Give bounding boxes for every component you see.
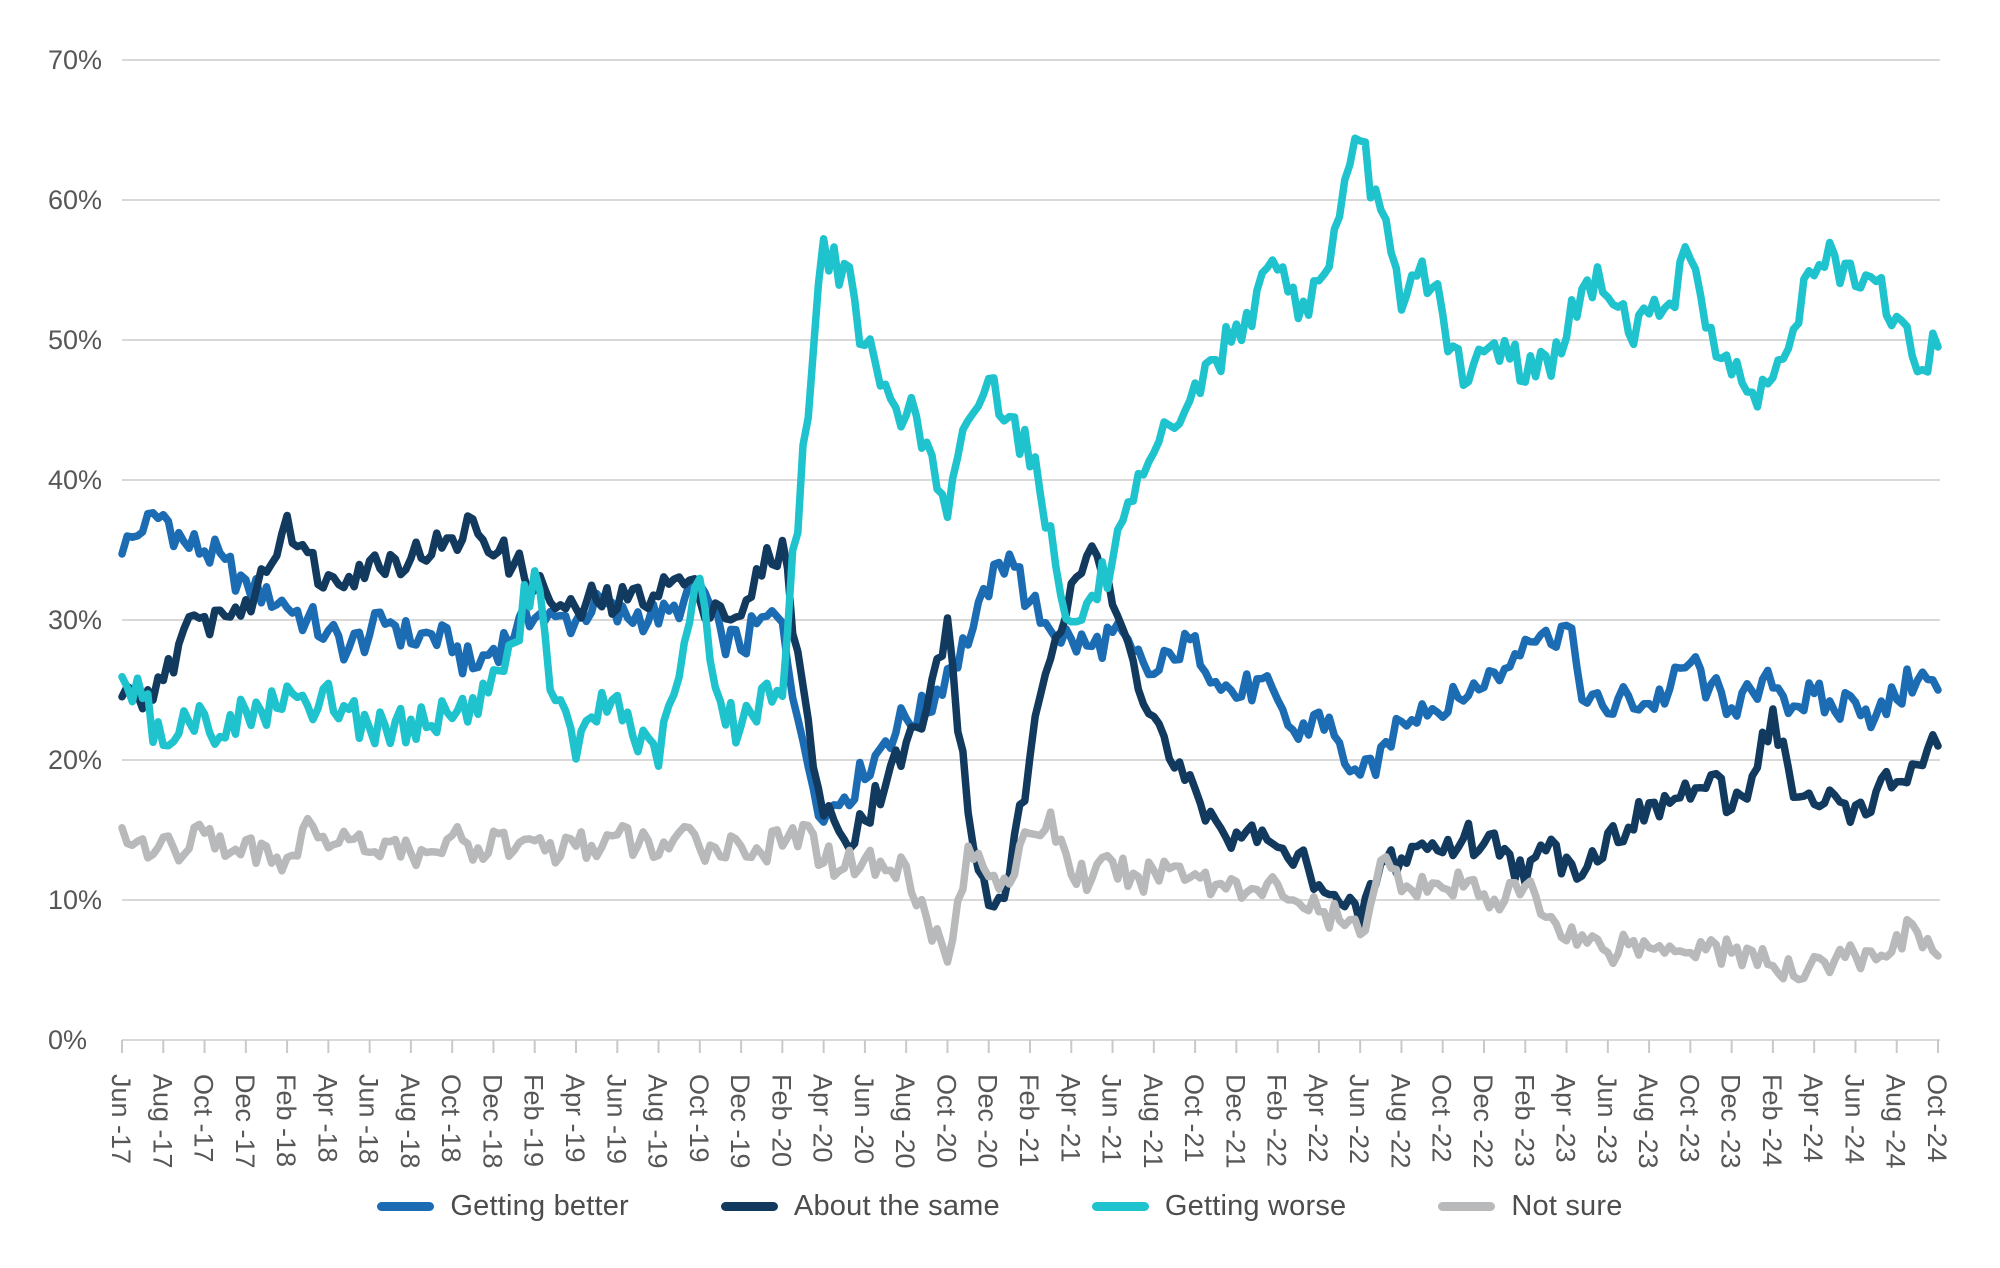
x-tick-label: Jun -24: [1839, 1074, 1869, 1164]
y-tick-label-0: 0%: [48, 1025, 87, 1055]
x-tick-label: Aug -19: [643, 1074, 673, 1169]
y-tick-label-60: 60%: [48, 185, 102, 215]
x-tick-label: Aug -22: [1385, 1074, 1415, 1169]
y-tick-label-20: 20%: [48, 745, 102, 775]
legend-swatch-icon: [377, 1202, 435, 1211]
series-line-getting-better: [118, 509, 1942, 826]
x-tick-label: Oct -19: [684, 1074, 714, 1163]
x-tick-label: Feb -22: [1262, 1074, 1292, 1167]
series-line-getting-worse: [118, 134, 1942, 770]
y-tick-label-10: 10%: [48, 885, 102, 915]
x-tick-label: Jun -20: [849, 1074, 879, 1164]
x-tick-label: Dec -18: [477, 1074, 507, 1169]
legend-item-not-sure: Not sure: [1438, 1190, 1622, 1223]
x-tick-label: Apr -18: [312, 1074, 342, 1163]
y-axis-labels: 0% 10% 20% 30% 40% 50% 60% 70%: [48, 45, 102, 1055]
x-tick-label: Aug -21: [1138, 1074, 1168, 1169]
x-tick-label: Feb -19: [519, 1074, 549, 1167]
x-tick-label: Jun -21: [1097, 1074, 1127, 1164]
x-tick-label: Oct -21: [1179, 1074, 1209, 1163]
legend-swatch-icon: [1091, 1202, 1149, 1211]
x-tick-label: Dec -22: [1468, 1074, 1498, 1169]
y-tick-label-30: 30%: [48, 605, 102, 635]
legend-swatch-icon: [1438, 1202, 1496, 1211]
x-tick-label: Oct -17: [189, 1074, 219, 1163]
y-tick-label-40: 40%: [48, 465, 102, 495]
x-tick-label: Apr -23: [1551, 1074, 1581, 1163]
x-tick-label: Jun -22: [1344, 1074, 1374, 1164]
x-tick-label: Dec -21: [1220, 1074, 1250, 1169]
x-tick-label: Feb -21: [1014, 1074, 1044, 1167]
legend-label: Getting worse: [1164, 1190, 1347, 1222]
series-line-not-sure: [118, 808, 1942, 984]
x-tick-label: Apr -24: [1798, 1074, 1828, 1163]
chart-legend: Getting better About the same Getting wors…: [0, 1190, 2000, 1223]
x-tick-label: Aug -17: [147, 1074, 177, 1169]
x-tick-label: Feb -18: [271, 1074, 301, 1167]
x-tick-label: Aug -18: [395, 1074, 425, 1169]
x-tick-label: Apr -21: [1055, 1074, 1085, 1163]
x-tick-label: Apr -22: [1303, 1074, 1333, 1163]
x-tick-label: Dec -23: [1716, 1074, 1746, 1169]
x-tick-label: Dec -17: [230, 1074, 260, 1169]
x-tick-label: Feb -23: [1509, 1074, 1539, 1167]
gridlines: [122, 59, 1940, 1041]
x-tick-label: Jun -23: [1592, 1074, 1622, 1164]
x-tick-label: Oct -22: [1427, 1074, 1457, 1163]
x-tick-label: Apr -19: [560, 1074, 590, 1163]
x-tick-label: Jun -18: [354, 1074, 384, 1164]
legend-item-getting-better: Getting better: [377, 1190, 629, 1223]
legend-label: Getting better: [450, 1190, 629, 1222]
x-tick-label: Aug -23: [1633, 1074, 1663, 1169]
legend-label: About the same: [793, 1190, 1000, 1222]
x-tick-label: Oct -20: [931, 1074, 961, 1163]
x-tick-label: Oct -18: [436, 1074, 466, 1163]
x-tick-label: Oct -24: [1922, 1074, 1952, 1163]
x-tick-label: Dec -19: [725, 1074, 755, 1169]
x-tick-label: Feb -20: [766, 1074, 796, 1167]
x-tick-label: Jun -19: [601, 1074, 631, 1164]
x-tick-label: Aug -20: [890, 1074, 920, 1169]
x-tick-label: Dec -20: [973, 1074, 1003, 1169]
x-tick-label: Aug -24: [1881, 1074, 1911, 1169]
legend-swatch-icon: [720, 1202, 778, 1211]
y-tick-label-70: 70%: [48, 45, 102, 75]
y-tick-label-50: 50%: [48, 325, 102, 355]
x-tick-label: Feb -24: [1757, 1074, 1787, 1167]
legend-item-getting-worse: Getting worse: [1091, 1190, 1347, 1223]
legend-item-about-the-same: About the same: [720, 1190, 1000, 1223]
x-axis-ticks: [121, 1040, 1939, 1053]
series-lines: [118, 134, 1942, 984]
x-tick-label: Jun -17: [106, 1074, 136, 1164]
x-tick-label: Oct -23: [1674, 1074, 1704, 1163]
series-line-about-the-same: [118, 511, 1942, 929]
x-axis-labels: Jun -17 Aug -17 Oct -17 Dec -17 Feb -18 Apr -…: [106, 1074, 1952, 1169]
legend-label: Not sure: [1511, 1190, 1623, 1222]
x-tick-label: Apr -20: [808, 1074, 838, 1163]
